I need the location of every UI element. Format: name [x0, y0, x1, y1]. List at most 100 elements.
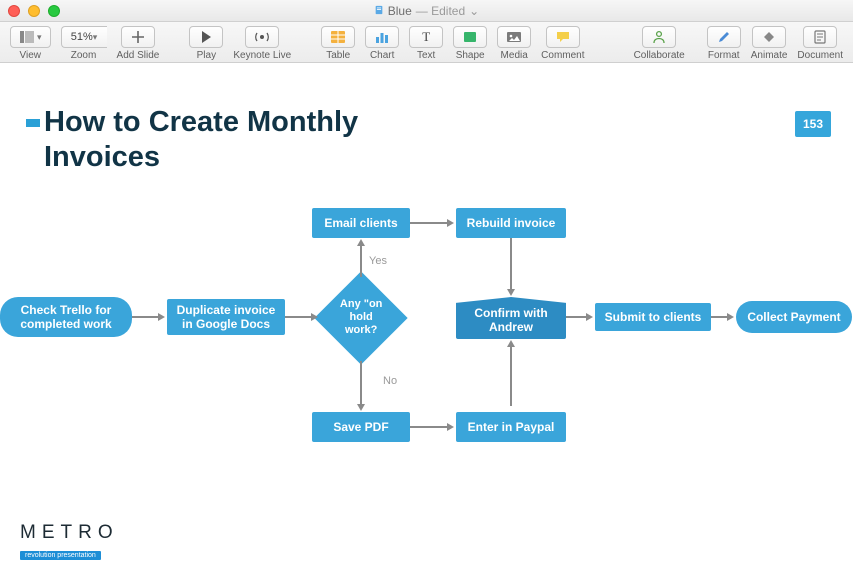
- slide-canvas[interactable]: How to Create Monthly Invoices 153 Check…: [0, 63, 853, 576]
- window-edited-badge: — Edited: [416, 4, 465, 18]
- document-pane-icon: [812, 29, 828, 45]
- add-slide-label: Add Slide: [117, 50, 160, 61]
- node-label: Check Trello for completed work: [20, 303, 111, 332]
- media-label: Media: [501, 50, 528, 61]
- node-label: Collect Payment: [747, 310, 840, 324]
- keynote-live-button[interactable]: [245, 26, 279, 48]
- zoom-value[interactable]: 51% ▾: [61, 26, 107, 48]
- node-submit-clients[interactable]: Submit to clients: [595, 303, 711, 331]
- brand-logo: METRO revolution presentation: [20, 522, 119, 562]
- play-button[interactable]: [189, 26, 223, 48]
- view-icon: [19, 29, 35, 45]
- broadcast-icon: [254, 29, 270, 45]
- node-label: Submit to clients: [605, 310, 702, 324]
- arrowhead-icon: [727, 313, 734, 321]
- window-title-text: Blue: [388, 4, 412, 18]
- edge-label-yes: Yes: [369, 255, 387, 267]
- edge: [566, 316, 588, 318]
- arrowhead-icon: [311, 313, 318, 321]
- media-button[interactable]: [497, 26, 531, 48]
- play-icon: [198, 29, 214, 45]
- node-save-pdf[interactable]: Save PDF: [312, 412, 410, 442]
- zoom-label: Zoom: [71, 50, 97, 61]
- node-check-trello[interactable]: Check Trello for completed work: [0, 297, 132, 337]
- shape-button[interactable]: [453, 26, 487, 48]
- node-rebuild-invoice[interactable]: Rebuild invoice: [456, 208, 566, 238]
- chart-label: Chart: [370, 50, 394, 61]
- edge: [360, 361, 362, 405]
- node-on-hold-decision[interactable]: Any "on hold work?: [314, 271, 407, 364]
- arrowhead-icon: [507, 289, 515, 296]
- collaborate-button[interactable]: [642, 26, 676, 48]
- node-collect-payment[interactable]: Collect Payment: [736, 301, 852, 333]
- shape-icon: [462, 29, 478, 45]
- edge: [360, 245, 362, 277]
- window-title-dropdown-icon[interactable]: ⌄: [469, 4, 479, 18]
- chart-icon: [374, 29, 390, 45]
- brand-tagline: revolution presentation: [20, 551, 101, 560]
- page-number-badge: 153: [795, 111, 831, 137]
- title-accent-icon: [26, 119, 40, 127]
- animate-icon: [761, 29, 777, 45]
- document-label: Document: [797, 50, 843, 61]
- node-enter-paypal[interactable]: Enter in Paypal: [456, 412, 566, 442]
- node-label: Duplicate invoice in Google Docs: [177, 303, 276, 332]
- animate-label: Animate: [751, 50, 788, 61]
- node-label: Any "on hold work?: [332, 298, 390, 338]
- text-label: Text: [417, 50, 435, 61]
- document-button[interactable]: [803, 26, 837, 48]
- arrowhead-icon: [447, 423, 454, 431]
- slide-title[interactable]: How to Create Monthly Invoices: [26, 105, 358, 175]
- edge: [132, 316, 160, 318]
- window-titlebar: Blue — Edited ⌄: [0, 0, 853, 22]
- edge: [285, 316, 313, 318]
- node-label: Rebuild invoice: [467, 216, 556, 230]
- text-button[interactable]: T: [409, 26, 443, 48]
- brush-icon: [716, 29, 732, 45]
- format-button[interactable]: [707, 26, 741, 48]
- arrowhead-icon: [447, 219, 454, 227]
- arrowhead-icon: [586, 313, 593, 321]
- comment-label: Comment: [541, 50, 584, 61]
- table-label: Table: [326, 50, 350, 61]
- collaborate-label: Collaborate: [634, 50, 685, 61]
- document-icon: [374, 4, 384, 18]
- edge-label-no: No: [383, 375, 397, 387]
- chart-button[interactable]: [365, 26, 399, 48]
- brand-name: METRO: [20, 522, 119, 544]
- edge: [410, 426, 449, 428]
- node-label: Save PDF: [333, 420, 388, 434]
- table-button[interactable]: [321, 26, 355, 48]
- window-title: Blue — Edited ⌄: [0, 4, 853, 18]
- node-confirm-andrew[interactable]: Confirm with Andrew: [456, 297, 566, 339]
- node-label: Confirm with Andrew: [474, 302, 547, 335]
- edge: [410, 222, 449, 224]
- media-icon: [506, 29, 522, 45]
- edge: [510, 346, 512, 406]
- play-label: Play: [197, 50, 216, 61]
- node-duplicate-invoice[interactable]: Duplicate invoice in Google Docs: [167, 299, 285, 335]
- text-icon: T: [418, 29, 434, 45]
- animate-button[interactable]: [752, 26, 786, 48]
- collaborate-icon: [651, 29, 667, 45]
- arrowhead-icon: [507, 340, 515, 347]
- comment-button[interactable]: [546, 26, 580, 48]
- node-label: Email clients: [324, 216, 397, 230]
- arrowhead-icon: [357, 404, 365, 411]
- add-slide-button[interactable]: [121, 26, 155, 48]
- node-email-clients[interactable]: Email clients: [312, 208, 410, 238]
- zoom-value-text: 51%: [71, 31, 93, 43]
- table-icon: [330, 29, 346, 45]
- toolbar: ▾ View 51% ▾ Zoom Add Slide Play: [0, 22, 853, 63]
- format-label: Format: [708, 50, 740, 61]
- slide-title-text: How to Create Monthly Invoices: [44, 105, 358, 175]
- view-label: View: [20, 50, 42, 61]
- node-label: Enter in Paypal: [468, 420, 555, 434]
- view-button[interactable]: ▾: [10, 26, 51, 48]
- plus-icon: [130, 29, 146, 45]
- keynote-live-label: Keynote Live: [233, 50, 291, 61]
- arrowhead-icon: [357, 239, 365, 246]
- arrowhead-icon: [158, 313, 165, 321]
- edge: [510, 238, 512, 290]
- comment-icon: [555, 29, 571, 45]
